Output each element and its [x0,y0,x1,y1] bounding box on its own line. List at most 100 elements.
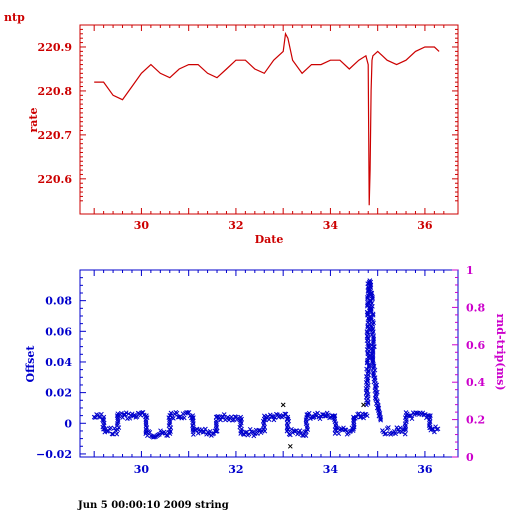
offset-point [185,410,191,416]
offset-point [371,363,377,369]
offset-point [372,395,378,401]
offset-point [221,412,227,417]
offset-point [370,360,376,366]
bottom-y-tick-label: 0.08 [45,295,72,308]
offset-point [435,426,441,432]
offset-point [364,329,370,334]
right-y-tick-label: 0.6 [466,339,485,352]
offset-point [168,410,174,416]
top-y-axis-label: rate [27,107,40,132]
offset-point [392,429,397,434]
offset-point [250,429,255,435]
offset-point [365,351,371,357]
offset-point [308,416,313,421]
bottom-y-tick-label: 0.06 [45,325,72,338]
right-y-tick-label: 0.8 [466,301,485,314]
offset-point [303,433,309,438]
top-x-tick-label: 32 [228,219,243,232]
offset-point [251,433,257,439]
offset-point [263,417,268,423]
offset-point [364,366,369,372]
offset-point [393,431,398,437]
bottom-y-tick-label: −0.02 [36,448,72,461]
offset-point [119,410,124,416]
offset-point [366,363,372,369]
top-y-tick-label: 220.9 [38,41,72,54]
bottom-y-axis-label: Offset [24,345,37,383]
offset-point [366,286,372,292]
offset-point [369,315,374,321]
offset-point [351,426,356,432]
offset-point [386,425,391,430]
offset-point [365,401,371,406]
offset-point [364,359,370,364]
bottom-right-axis-label: rnd-trip(ms) [494,313,507,390]
offset-point [129,411,135,417]
offset-point [271,417,277,423]
offset-point [109,431,115,437]
offset-point [323,413,329,419]
top-axis-ticks: 30 32 34 36 220.6 220.7 220.8 220.9 [38,24,458,232]
offset-point [115,427,121,432]
offset-point [427,425,432,431]
offset-point [338,426,344,432]
right-y-tick-label: 0.2 [466,414,485,427]
offset-point [358,414,364,420]
top-x-tick-label: 30 [134,219,150,232]
right-y-tick-label: 0.4 [466,376,485,389]
top-x-tick-label: 36 [417,219,433,232]
offset-point [371,339,376,345]
offset-point [200,429,206,435]
offset-point [368,298,373,303]
outlier-point [361,402,366,408]
top-x-tick-label: 34 [323,219,339,232]
offset-point [297,428,303,433]
offset-point [365,377,370,382]
offset-point [364,389,370,394]
chart-title: ntp [4,11,25,24]
offset-point [343,427,349,433]
offset-series-points [91,278,441,449]
bottom-x-tick-label: 32 [228,463,243,476]
offset-point [409,416,415,422]
offset-point [378,417,384,423]
offset-point [372,384,378,389]
outlier-point [287,443,293,449]
offset-point [414,410,420,416]
offset-point [357,414,363,420]
rate-series-line [94,31,440,206]
offset-point [167,431,173,436]
top-y-tick-label: 220.6 [38,173,73,186]
offset-point [177,414,182,420]
bottom-axis-ticks: 30 32 34 36 −0.02 0 0.02 0.04 0.06 0.08 0 0.2 0.4 0.6… [36,264,485,476]
offset-point [206,431,212,437]
offset-point [378,416,383,422]
offset-point [370,312,376,318]
offset-point [356,411,362,416]
top-plot-frame [79,24,459,215]
offset-point [283,411,289,417]
offset-point [156,432,162,437]
offset-point [372,344,377,349]
right-y-tick-label: 1 [466,264,474,277]
offset-point [420,410,426,416]
offset-point [186,409,192,415]
outlier-point [280,402,286,408]
offset-point [332,431,338,436]
bottom-y-tick-label: 0.04 [45,356,72,369]
offset-point [110,431,116,437]
bottom-x-tick-label: 30 [134,463,150,476]
offset-point [320,412,325,417]
offset-point [362,411,368,417]
offset-point [333,428,339,433]
offset-point [354,414,359,420]
offset-point [376,406,381,412]
offset-point [372,388,378,394]
offset-point [218,417,223,423]
offset-point [114,431,120,437]
offset-point [374,398,380,404]
bottom-y-tick-label: 0 [64,417,72,430]
offset-point [363,374,369,379]
offset-point [195,430,201,436]
